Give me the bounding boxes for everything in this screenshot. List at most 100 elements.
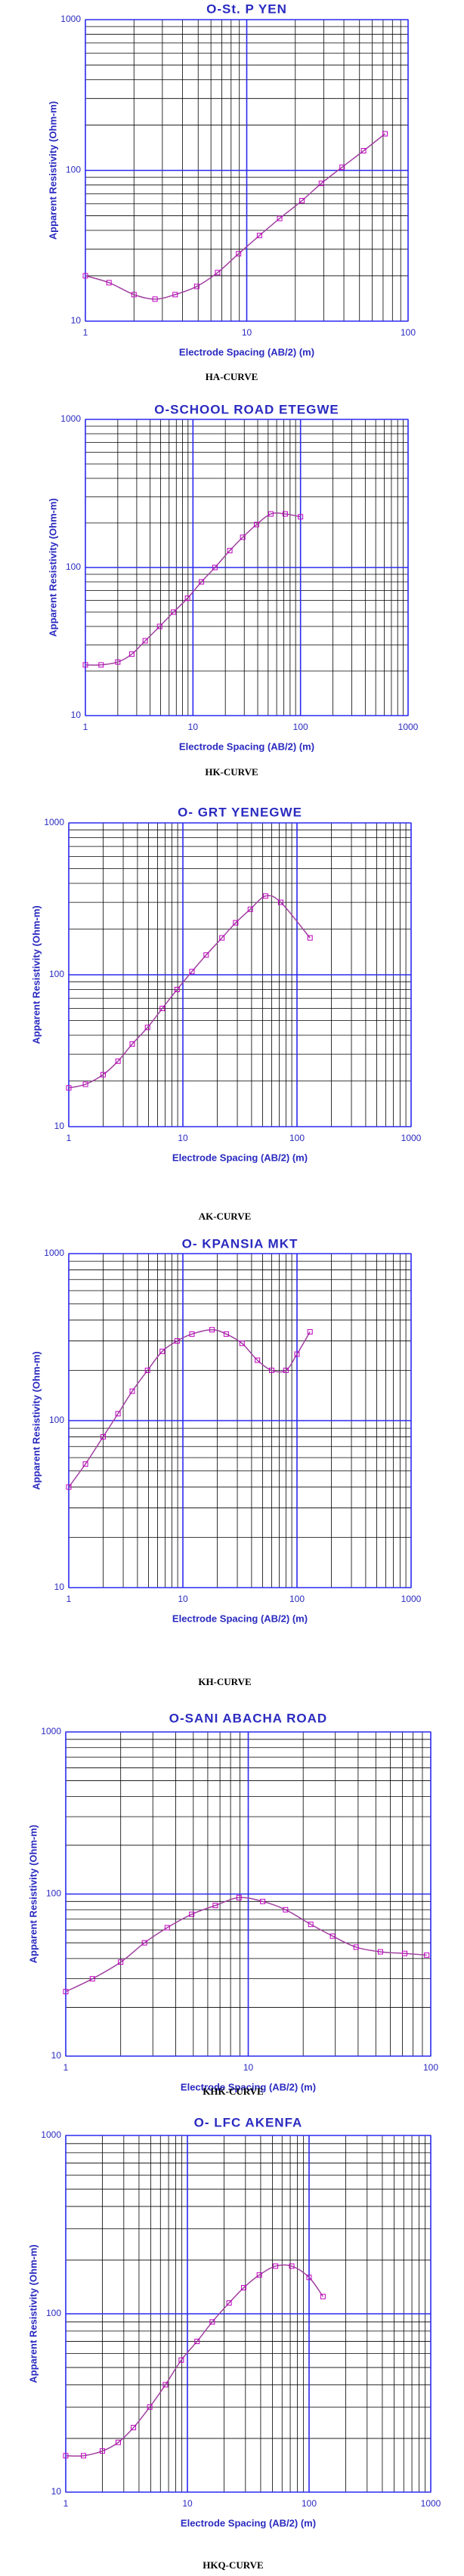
data-point [307,935,313,941]
data-point [63,1989,69,1995]
y-axis-label: Apparent Resistivity (Ohm-m) [30,905,42,1044]
y-tick-label: 1000 [44,1248,64,1258]
caption: HKQ-CURVE [203,2559,263,2571]
data-point [82,1461,88,1467]
fitted-curve [68,895,311,1089]
data-point [189,969,195,975]
data-point [382,131,388,137]
fitted-curve [85,512,301,666]
data-point [282,511,288,517]
data-point [308,1922,314,1928]
data-point [223,1331,229,1337]
data-point [131,292,137,298]
data-point [141,1940,147,1946]
data-point [298,514,304,520]
y-tick-label: 10 [54,1121,65,1131]
data-point [209,2319,215,2325]
data-point [239,1341,245,1347]
y-tick-label: 1000 [41,1726,61,1736]
chart-title: O-SANI ABACHA ROAD [169,1711,327,1725]
data-point [219,935,225,941]
caption: HK-CURVE [205,766,258,778]
data-point [260,1898,266,1904]
data-point [159,1006,165,1012]
data-point [215,270,221,276]
data-point [184,595,190,601]
x-axis-label: Electrode Spacing (AB/2) (m) [181,2517,316,2528]
data-point [236,1894,242,1900]
data-point [212,1903,218,1909]
fitted-curve [65,1897,427,1993]
data-point [193,283,200,289]
data-point [277,899,283,905]
data-point [144,1025,150,1031]
data-point [194,2339,200,2345]
data-point [256,2272,262,2278]
x-tick-label: 1 [63,2062,69,2073]
x-tick-label: 1 [63,2498,69,2509]
data-point [318,181,324,187]
x-tick-label: 100 [293,722,308,732]
x-axis-label: Electrode Spacing (AB/2) (m) [172,1152,308,1163]
fitted-curve [85,133,386,300]
data-point [294,1351,300,1357]
data-point [81,2453,87,2459]
x-axis-label: Electrode Spacing (AB/2) (m) [172,1613,308,1624]
data-point [144,1367,150,1373]
data-point [353,1944,359,1950]
data-point [100,1072,106,1078]
x-tick-label: 1 [83,722,88,732]
data-point [118,1959,124,1965]
data-point [159,1348,165,1354]
data-point [306,2274,312,2281]
x-tick-label: 10 [178,1594,188,1604]
fitted-curve [68,1329,311,1488]
data-point [172,292,178,298]
x-tick-label: 1000 [401,1133,422,1143]
x-tick-label: 10 [178,1133,188,1143]
y-tick-label: 100 [46,2308,61,2318]
x-tick-label: 1 [83,327,88,338]
data-point [424,1952,430,1958]
data-point [256,233,262,239]
data-point [89,1976,95,1982]
data-point [240,534,246,540]
x-axis-label: Electrode Spacing (AB/2) (m) [179,346,314,357]
data-point [247,906,253,912]
x-tick-label: 100 [289,1133,305,1143]
data-point [203,952,209,958]
chart-title: O- GRT YENEGWE [178,805,302,819]
data-point [147,2404,153,2410]
y-tick-label: 1000 [44,817,64,827]
data-point [199,579,205,585]
x-axis-label: Electrode Spacing (AB/2) (m) [179,741,314,752]
data-point [63,2453,69,2459]
x-tick-label: 1000 [401,1594,422,1604]
data-point [233,920,239,926]
data-point [156,623,162,629]
data-point [273,2263,279,2269]
x-tick-label: 1000 [421,2498,441,2509]
caption: KH-CURVE [198,1676,251,1687]
data-point [129,1041,135,1047]
data-point [189,1331,195,1337]
data-point [82,273,88,279]
data-point [171,609,177,615]
data-point [320,2293,326,2299]
data-point [152,296,158,302]
x-tick-label: 1 [67,1594,72,1604]
data-point [253,521,259,527]
y-tick-label: 1000 [41,2129,61,2140]
data-point [226,2300,232,2306]
y-tick-label: 10 [71,710,82,720]
x-tick-label: 100 [302,2498,317,2509]
data-point [164,1925,170,1931]
y-tick-label: 10 [51,2050,62,2061]
chart-title: O-SCHOOL ROAD ETEGWE [154,402,339,416]
data-point [162,2382,169,2388]
y-tick-label: 100 [49,969,64,979]
data-point [129,1388,135,1394]
caption: KHK-CURVE [203,2086,263,2097]
x-tick-label: 1000 [398,722,419,732]
